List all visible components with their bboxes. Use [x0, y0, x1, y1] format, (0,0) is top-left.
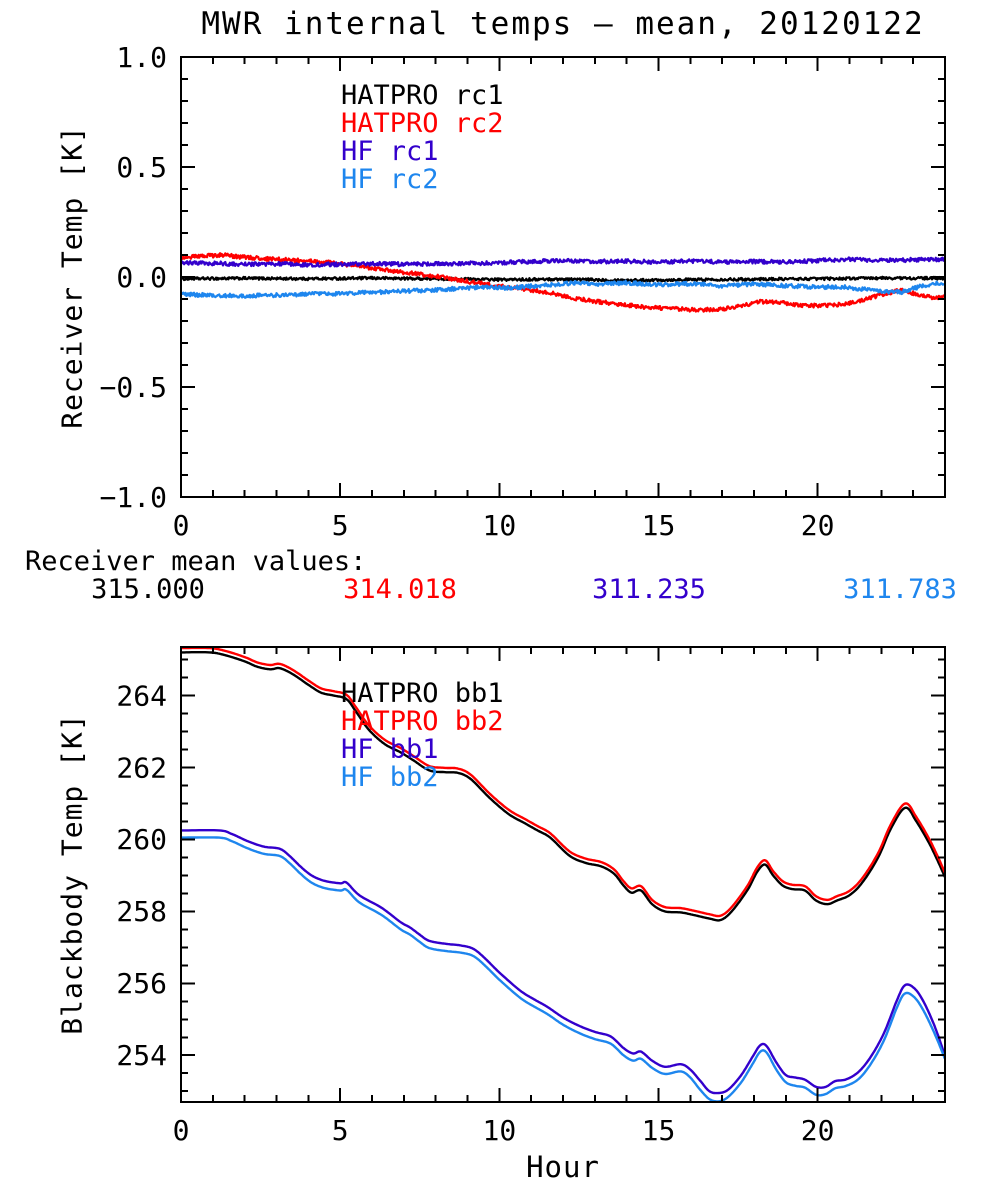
rc-y-tick-label: −0.5: [100, 371, 167, 404]
rc-x-tick-label: 10: [482, 509, 516, 542]
rc-y-tick-label: −1.0: [100, 481, 167, 514]
rc-y-tick-label: 0.5: [116, 151, 167, 184]
mean-value-hatpro-rc2: 314.018: [343, 574, 457, 605]
bb-y-tick-label: 256: [116, 967, 167, 1000]
series-line-hatpro-rc2: [181, 252, 945, 313]
bb-x-tick-label: 0: [173, 1114, 190, 1147]
rc-series: [181, 252, 945, 313]
chart-title: MWR internal temps — mean, 20120122: [201, 6, 925, 42]
legend-label-hatpro-bb2: HATPRO bb2: [341, 706, 504, 737]
bb-y-tick-label: 254: [116, 1039, 167, 1072]
legend-label-hatpro-bb1: HATPRO bb1: [341, 678, 504, 709]
rc-chart: 0 5 10 15 20 1.0 0.5 0.0 −0.5 −1.0 HATPRO rc1HATPR…: [100, 41, 946, 542]
bb-chart: 0 5 10 15 20 264 262 260 258 256 254 HATPRO bb1HATP…: [116, 646, 946, 1147]
bb-x-tick-label: 10: [482, 1114, 516, 1147]
series-line-hatpro-bb2: [181, 647, 945, 918]
rc-x-tick-label: 15: [642, 509, 676, 542]
legend-label-hatpro-rc1: HATPRO rc1: [341, 80, 504, 111]
rc-x-tick-label: 20: [801, 509, 835, 542]
series-line-hatpro-bb1: [181, 651, 945, 922]
bb-tick-labels: 0 5 10 15 20 264 262 260 258 256 254: [116, 679, 834, 1147]
rc-y-tick-label: 1.0: [116, 41, 167, 74]
receiver-mean-values-label: Receiver mean values:: [25, 546, 367, 577]
bb-series: [181, 647, 945, 1102]
bb-plot-frame: [180, 646, 946, 1103]
series-line-hf-rc1: [181, 256, 945, 268]
bb-ticks: [180, 647, 946, 1102]
rc-x-tick-label: 0: [173, 509, 190, 542]
series-line-hf-rc2: [181, 279, 945, 299]
series-line-hf-bb1: [181, 829, 945, 1095]
bb-x-tick-label: 5: [332, 1114, 349, 1147]
legend-label-hf-bb2: HF bb2: [341, 762, 439, 793]
mean-value-hf-rc2: 311.783: [843, 574, 957, 605]
bb-x-tick-label: 20: [801, 1114, 835, 1147]
mean-value-hatpro-rc1: 315.000: [91, 574, 205, 605]
bb-y-tick-label: 258: [116, 895, 167, 928]
legend-label-hf-rc2: HF rc2: [341, 164, 439, 195]
legend-label-hf-bb1: HF bb1: [341, 734, 439, 765]
bb-y-tick-label: 260: [116, 823, 167, 856]
rc-ticks: [180, 56, 946, 498]
bb-y-tick-label: 262: [116, 751, 167, 784]
legend-label-hf-rc1: HF rc1: [341, 136, 439, 167]
hour-x-axis-label: Hour: [526, 1150, 600, 1184]
legend-label-hatpro-rc2: HATPRO rc2: [341, 108, 504, 139]
series-line-hf-bb2: [181, 836, 945, 1102]
bb-x-tick-label: 15: [642, 1114, 676, 1147]
series-line-hatpro-rc1: [181, 275, 945, 283]
rc-x-tick-label: 5: [332, 509, 349, 542]
rc-tick-labels: 0 5 10 15 20 1.0 0.5 0.0 −0.5 −1.0: [100, 41, 835, 542]
bb-y-tick-label: 264: [116, 679, 167, 712]
rc-y-tick-label: 0.0: [116, 261, 167, 294]
mean-value-hf-rc1: 311.235: [592, 574, 706, 605]
